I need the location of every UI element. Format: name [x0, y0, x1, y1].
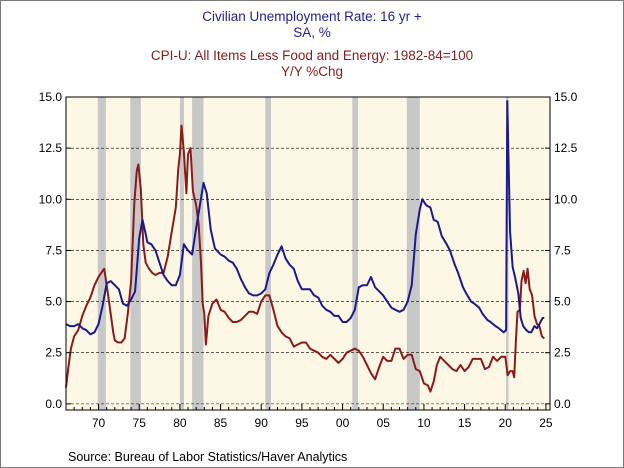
x-tick-label: 70 [92, 416, 106, 430]
y-tick-label-right: 5.0 [554, 295, 571, 309]
gridlines [66, 147, 550, 405]
x-tick-label: 80 [173, 416, 187, 430]
x-tick-label: 90 [255, 416, 269, 430]
y-tick-label-left: 0.0 [45, 397, 62, 411]
y-tick-label-left: 7.5 [45, 243, 62, 257]
title-core-cpi: CPI-U: All Items Less Food and Energy: 1… [150, 48, 474, 63]
title-unemployment: Civilian Unemployment Rate: 16 yr + [202, 9, 422, 24]
y-tick-label-left: 5.0 [45, 295, 62, 309]
subtitle-unemployment-units: SA, % [293, 25, 331, 40]
series-group [65, 100, 545, 393]
recession-band [130, 97, 141, 410]
x-tick-label: 05 [377, 416, 391, 430]
y-tick-label-left: 12.5 [39, 141, 63, 155]
x-tick-label: 10 [417, 416, 431, 430]
y-tick-label-left: 2.5 [45, 346, 62, 360]
y-tick-label-left: 10.0 [39, 192, 63, 206]
y-tick-label-right: 12.5 [554, 141, 578, 155]
y-tick-label-right: 2.5 [554, 346, 571, 360]
x-tick-label: 00 [336, 416, 350, 430]
source-note: Source: Bureau of Labor Statistics/Haver… [68, 450, 348, 464]
recession-band [352, 97, 359, 410]
y-tick-label-right: 10.0 [554, 192, 578, 206]
x-tick-label: 85 [214, 416, 228, 430]
plot-area [66, 97, 550, 410]
subtitle-core-cpi-units: Y/Y %Chg [280, 64, 344, 79]
x-tick-label: 75 [133, 416, 147, 430]
plot-border [65, 96, 551, 411]
x-tick-label: 25 [539, 416, 553, 430]
x-tick-label: 15 [458, 416, 472, 430]
y-tick-label-right: 0.0 [554, 397, 571, 411]
series-line-core-cpi [65, 124, 545, 393]
y-tick-label-right: 7.5 [554, 243, 571, 257]
axes: 0.0 0.0 2.5 2.5 5.0 5.0 7.5 7.5 10.0 10.0 12.5 12.5… [39, 90, 578, 430]
recession-band [265, 97, 271, 410]
y-tick-label-left: 15.0 [39, 90, 63, 104]
x-tick-label: 20 [499, 416, 513, 430]
y-tick-label-right: 15.0 [554, 90, 578, 104]
recession-band [97, 97, 106, 410]
recession-band [192, 97, 204, 410]
series-line-unemployment [65, 100, 545, 336]
x-tick-label: 95 [295, 416, 309, 430]
